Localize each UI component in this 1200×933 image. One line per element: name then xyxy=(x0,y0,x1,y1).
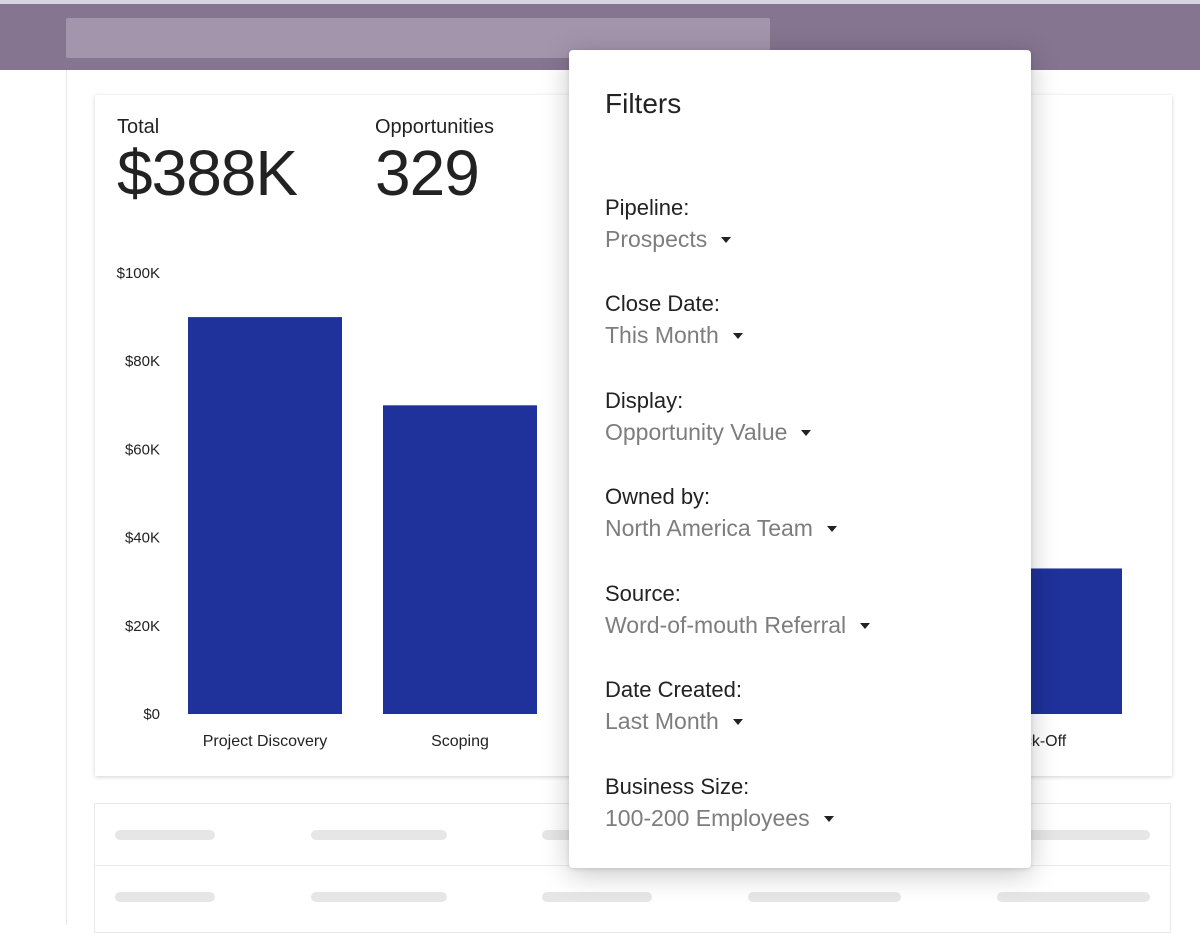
filter-label: Close Date: xyxy=(605,291,720,316)
chevron-down-icon xyxy=(732,719,743,725)
skeleton-cell xyxy=(748,892,901,902)
chevron-down-icon xyxy=(732,333,743,339)
filter-label: Display: xyxy=(605,388,684,413)
filter-date-created: Date Created: Last Month xyxy=(605,677,743,735)
content-divider xyxy=(66,70,67,925)
filters-panel: Filters Pipeline: Prospects Close Date: … xyxy=(569,50,1031,868)
filter-value-text: 100-200 Employees xyxy=(605,805,810,831)
x-category-label: ck-Off xyxy=(1024,733,1067,750)
filter-value-text: This Month xyxy=(605,322,719,348)
opportunities-value: 329 xyxy=(375,137,480,209)
chevron-down-icon xyxy=(860,623,871,629)
total-stat: Total $388K xyxy=(117,115,298,209)
filter-owned-by: Owned by: North America Team xyxy=(605,484,837,542)
filter-value-text: North America Team xyxy=(605,515,813,541)
chevron-down-icon xyxy=(823,816,834,822)
filter-pipeline: Pipeline: Prospects xyxy=(605,195,732,253)
skeleton-cell xyxy=(115,830,215,840)
date-created-dropdown[interactable]: Last Month xyxy=(605,707,743,735)
skeleton-cell xyxy=(311,830,447,840)
chart-bar[interactable] xyxy=(188,317,342,714)
close-date-dropdown[interactable]: This Month xyxy=(605,321,743,349)
pipeline-bar-chart: $0 $20K $40K $60K $80K $100K Project Discovery… xyxy=(117,265,1122,750)
display-dropdown[interactable]: Opportunity Value xyxy=(605,418,812,446)
business-size-dropdown[interactable]: 100-200 Employees xyxy=(605,804,834,832)
y-tick-label: $40K xyxy=(125,530,160,547)
filter-source: Source: Word-of-mouth Referral xyxy=(605,581,871,639)
chart-bar[interactable] xyxy=(383,405,537,714)
filters-title: Filters xyxy=(605,88,682,119)
filter-label: Owned by: xyxy=(605,484,711,509)
total-label: Total xyxy=(117,116,160,138)
filter-value-text: Last Month xyxy=(605,708,719,734)
x-category-label: Project Discovery xyxy=(203,733,327,750)
filter-business-size: Business Size: 100-200 Employees xyxy=(605,774,834,832)
filter-value-text: Word-of-mouth Referral xyxy=(605,612,847,638)
skeleton-cell xyxy=(997,830,1150,840)
chevron-down-icon xyxy=(801,430,812,436)
chevron-down-icon xyxy=(826,526,837,532)
filter-value-text: Prospects xyxy=(605,226,708,252)
filter-close-date: Close Date: This Month xyxy=(605,291,743,349)
chevron-down-icon xyxy=(721,237,732,243)
filter-label: Pipeline: xyxy=(605,195,690,220)
filter-label: Date Created: xyxy=(605,677,742,702)
skeleton-cell xyxy=(311,892,447,902)
total-value: $388K xyxy=(117,137,298,209)
table-row xyxy=(95,866,1170,928)
source-dropdown[interactable]: Word-of-mouth Referral xyxy=(605,611,871,639)
opportunities-stat: Opportunities 329 xyxy=(375,115,494,207)
pipeline-dropdown[interactable]: Prospects xyxy=(605,225,732,253)
y-tick-label: $20K xyxy=(125,618,160,635)
skeleton-cell xyxy=(997,892,1150,902)
skeleton-cell xyxy=(115,892,215,902)
y-tick-label: $60K xyxy=(125,441,160,458)
y-tick-label: $100K xyxy=(117,265,160,282)
filter-label: Business Size: xyxy=(605,774,750,799)
y-tick-label: $0 xyxy=(143,706,160,723)
filter-value-text: Opportunity Value xyxy=(605,419,788,445)
skeleton-cell xyxy=(542,892,652,902)
x-category-label: Scoping xyxy=(431,733,489,750)
y-tick-label: $80K xyxy=(125,353,160,370)
owned-by-dropdown[interactable]: North America Team xyxy=(605,514,837,542)
filter-display: Display: Opportunity Value xyxy=(605,388,812,446)
filter-label: Source: xyxy=(605,581,681,606)
opportunities-label: Opportunities xyxy=(375,116,494,138)
